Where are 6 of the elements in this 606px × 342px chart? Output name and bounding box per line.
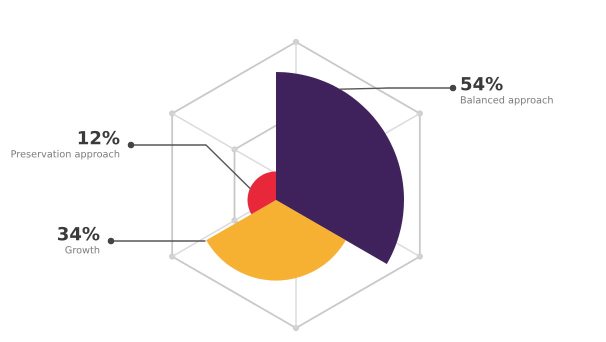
data-label: 12%: [78, 130, 120, 144]
category-label: Growth: [65, 246, 100, 254]
category-label: Balanced approach: [460, 96, 553, 106]
data-label: 54%: [461, 76, 503, 90]
category-label: Preservation approach: [12, 150, 120, 160]
data-label: 34%: [58, 226, 100, 240]
